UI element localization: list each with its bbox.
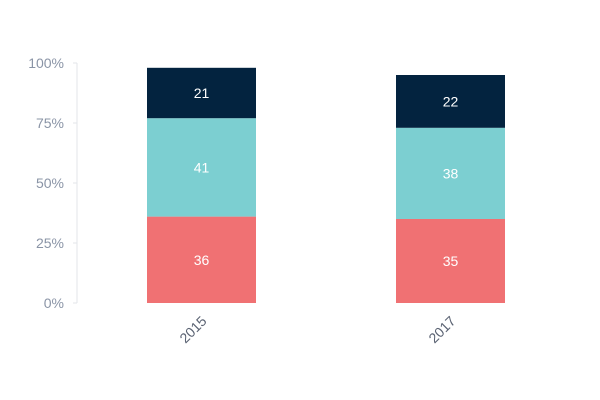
bars bbox=[147, 67, 505, 303]
y-axis-ticks: 0% 25% 50% 75% 100% bbox=[28, 55, 77, 311]
data-labels: 36 41 21 35 38 22 bbox=[194, 85, 459, 269]
y-tick-label: 25% bbox=[36, 235, 64, 251]
data-label: 21 bbox=[194, 85, 210, 101]
bar-segment bbox=[147, 67, 256, 119]
bar-segment bbox=[147, 118, 256, 217]
data-label: 35 bbox=[443, 253, 459, 269]
y-tick-label: 100% bbox=[28, 55, 64, 71]
bar-segment bbox=[396, 127, 505, 219]
data-label: 38 bbox=[443, 165, 459, 181]
y-tick-label: 0% bbox=[44, 295, 64, 311]
y-tick-label: 75% bbox=[36, 115, 64, 131]
x-axis-labels: 2015 2017 bbox=[176, 313, 458, 346]
x-category-label: 2015 bbox=[176, 313, 209, 346]
x-category-label: 2017 bbox=[425, 313, 458, 346]
data-label: 36 bbox=[194, 252, 210, 268]
data-label: 41 bbox=[194, 159, 210, 175]
bar-segment bbox=[396, 75, 505, 128]
data-label: 22 bbox=[443, 93, 459, 109]
bar-segment bbox=[147, 216, 256, 303]
bar-segment bbox=[396, 219, 505, 303]
y-tick-label: 50% bbox=[36, 175, 64, 191]
